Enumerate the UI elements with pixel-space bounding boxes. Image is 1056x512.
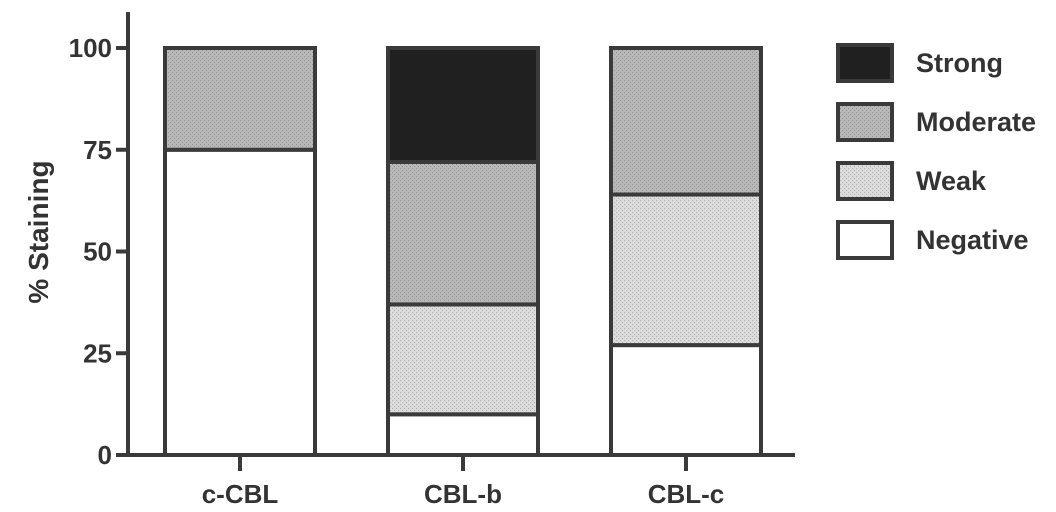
- legend-label-moderate: Moderate: [916, 107, 1036, 137]
- legend-swatch-strong: [836, 43, 894, 83]
- bar-texture: [613, 196, 759, 344]
- legend-label-weak: Weak: [916, 166, 987, 196]
- bar-texture: [167, 50, 313, 148]
- x-tick-label-cbl-c: CBL-c: [648, 479, 725, 509]
- bar-cbl-b-strong: [386, 46, 540, 164]
- bar-texture: [390, 306, 536, 413]
- legend-swatch-texture: [840, 165, 890, 197]
- legend: Strong Moderate Weak Negative: [836, 43, 1036, 260]
- y-tick-label: 50: [83, 237, 112, 267]
- y-tick-label: 25: [83, 338, 112, 368]
- legend-swatch-texture: [840, 106, 890, 138]
- plot-area: [163, 46, 763, 457]
- bar-c-cbl-negative: [163, 147, 317, 457]
- legend-label-negative: Negative: [916, 225, 1029, 255]
- bar-cbl-c-negative: [609, 343, 763, 457]
- bar-texture: [390, 163, 536, 303]
- axes: 0 25 50 75 100 c-CBL CBL-b CBL-c: [69, 12, 795, 509]
- x-tick-label-c-cbl: c-CBL: [202, 479, 279, 509]
- y-tick-label: 100: [69, 33, 112, 63]
- y-axis-title: % Staining: [23, 160, 54, 303]
- y-tick-label: 0: [98, 440, 112, 470]
- x-tick-label-cbl-b: CBL-b: [424, 479, 502, 509]
- legend-label-strong: Strong: [916, 48, 1003, 78]
- bar-cbl-b-negative: [386, 412, 540, 457]
- legend-swatch-negative: [836, 220, 894, 260]
- y-tick-label: 75: [83, 135, 112, 165]
- bar-texture: [613, 50, 759, 193]
